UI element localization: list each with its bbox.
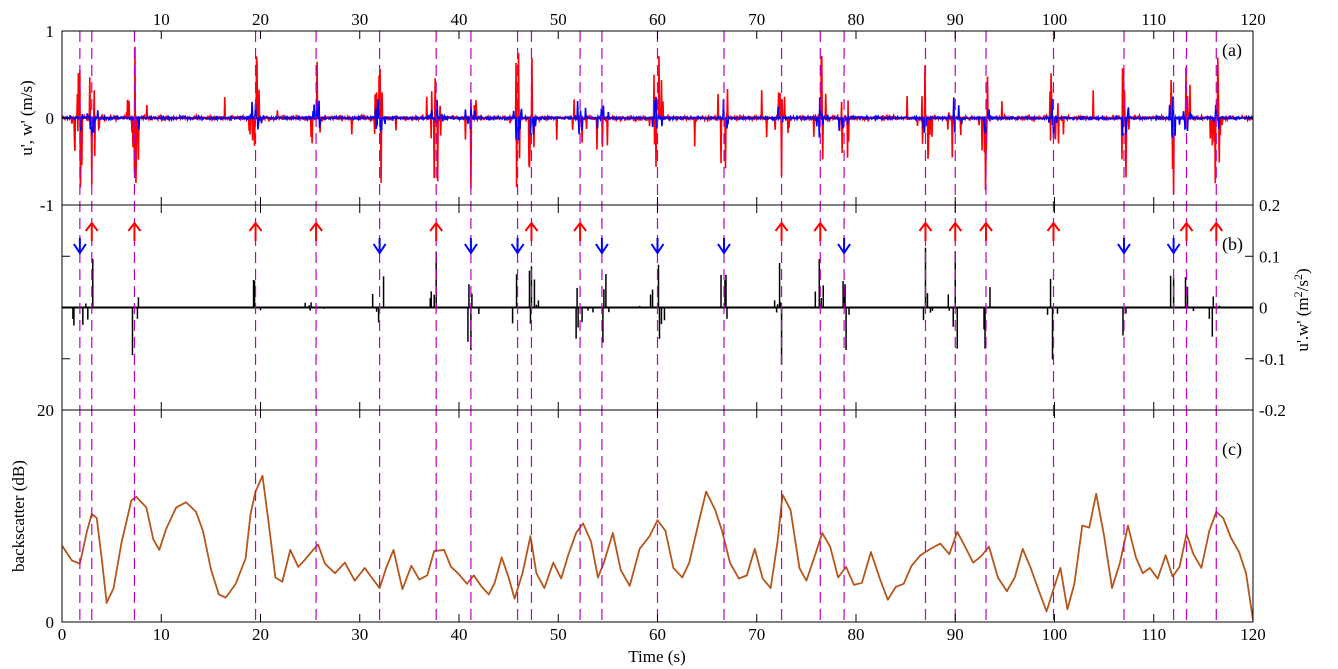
x-tick-label-bottom: 10 [153,625,170,644]
x-tick-label-top: 110 [1141,10,1166,29]
arrow-down-icon [837,238,851,255]
panel-b-ytick-label: 0 [1259,299,1268,318]
arrow-up-icon [429,221,443,241]
arrow-up-icon [1209,221,1224,241]
arrow-down-icon [1166,238,1181,255]
panel-c-label: (c) [1222,439,1242,460]
panel-b-label: (b) [1222,234,1243,255]
x-tick-label-bottom: 80 [848,625,865,644]
x-tick-label-top: 60 [649,10,666,29]
arrow-up-icon [524,221,539,241]
panel-b-ytick-label: 0.1 [1259,247,1280,266]
x-tick-label-top: 90 [947,10,964,29]
x-tick-label-bottom: 20 [252,625,269,644]
arrow-up-icon [127,221,142,241]
panel-c-plot [62,474,1253,621]
arrow-up-icon [1046,221,1061,241]
arrow-down-icon [73,238,87,255]
event-overlay [73,31,1224,622]
x-tick-label-bottom: 30 [351,625,368,644]
arrow-up-icon [573,221,587,241]
panel-c-ytick-label: 20 [37,401,54,420]
arrow-up-icon [918,221,933,241]
arrow-down-icon [717,238,731,255]
arrow-down-icon [1117,238,1131,255]
x-tick-label-bottom: 40 [451,625,468,644]
panel-a-ytick-label: -1 [40,196,54,215]
panel-a-label: (a) [1222,40,1242,61]
panel-b-ytick-label: -0.2 [1259,401,1286,420]
x-tick-label-bottom: 100 [1042,625,1068,644]
x-tick-label-top: 70 [748,10,765,29]
x-tick-label-bottom: 120 [1240,625,1266,644]
x-tick-label-top: 20 [252,10,269,29]
panel-a-ylabel: u', w' (m/s) [17,80,36,156]
panel-c-ytick-label: 0 [46,613,55,632]
panel-a-ytick-label: 1 [46,22,55,41]
arrow-down-icon [595,238,609,255]
x-tick-label-top: 10 [153,10,170,29]
x-tick-label-top: 40 [451,10,468,29]
panel-b-ylabel: u'.w' (m2/s2) [1291,268,1312,351]
arrow-up-icon [979,221,993,241]
panel-b-ytick-label: 0.2 [1259,196,1280,215]
backscatter-series [62,474,1253,621]
arrow-up-icon [774,221,789,241]
arrow-down-icon [650,238,665,255]
x-tick-label-bottom: 50 [550,625,567,644]
x-tick-label-bottom: 90 [947,625,964,644]
x-tick-label-top: 100 [1042,10,1068,29]
x-tick-label-top: 50 [550,10,567,29]
x-axis-label: Time (s) [628,647,685,666]
panel-c-ylabel: backscatter (dB) [9,460,28,572]
x-tick-label-bottom: 0 [58,625,67,644]
axes: -1 0 1 -0.2 -0.1 0 0.1 0.2 0 20 10 20 30 40 50 60 70 80 90… [37,10,1286,644]
arrow-up-icon [248,221,263,241]
x-tick-label-bottom: 60 [649,625,666,644]
arrow-down-icon [510,238,525,255]
x-tick-label-bottom: 110 [1141,625,1166,644]
arrow-up-icon [948,221,963,241]
arrow-down-icon [464,238,478,255]
x-tick-label-bottom: 70 [748,625,765,644]
arrow-up-icon [1179,221,1194,241]
x-tick-label-top: 120 [1240,10,1266,29]
arrow-up-icon [309,221,323,241]
arrow-up-icon [813,221,828,241]
panel-b-ytick-label: -0.1 [1259,350,1286,369]
x-tick-label-top: 30 [351,10,368,29]
arrow-down-icon [372,238,387,255]
panel-a-ytick-label: 0 [46,109,55,128]
x-tick-label-top: 80 [848,10,865,29]
arrow-up-icon [84,221,99,241]
